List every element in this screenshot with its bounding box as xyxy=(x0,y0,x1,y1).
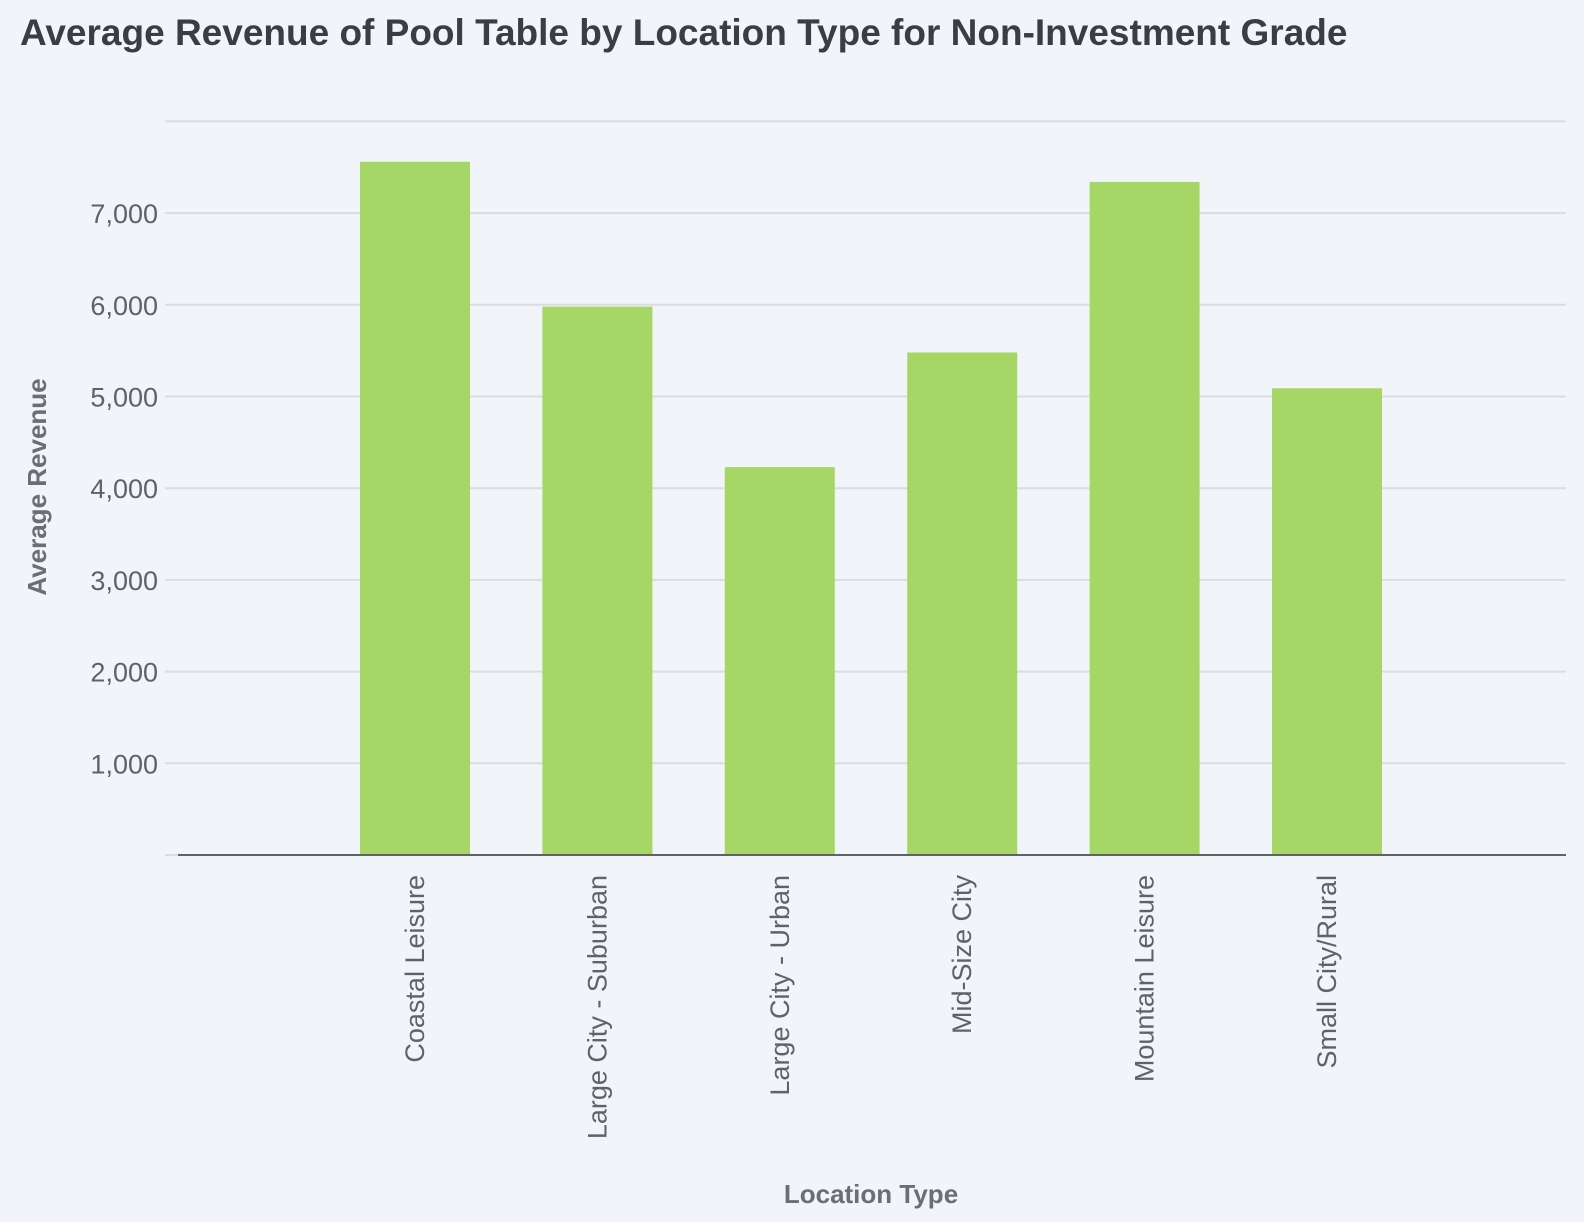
bar xyxy=(360,161,470,856)
bar xyxy=(907,352,1018,855)
x-axis-title: Location Type xyxy=(784,1179,958,1209)
y-axis-ticks: 1,000 2,000 3,000 4,000 5,000 6,000 7,000 xyxy=(90,199,158,779)
y-tick-label: 1,000 xyxy=(90,749,158,779)
y-tick-label: 5,000 xyxy=(90,383,158,413)
bar xyxy=(542,306,653,855)
y-tick-label: 2,000 xyxy=(90,658,158,688)
y-tick-label: 6,000 xyxy=(90,291,158,321)
y-tick-label: 4,000 xyxy=(90,474,158,504)
x-category-label: Large City - Suburban xyxy=(582,875,612,1139)
x-category-label: Large City - Urban xyxy=(765,875,795,1096)
x-category-label: Coastal Leisure xyxy=(400,875,430,1063)
bar xyxy=(1089,181,1200,855)
chart-title: Average Revenue of Pool Table by Locatio… xyxy=(20,12,1347,53)
x-category-label: Mountain Leisure xyxy=(1130,875,1160,1082)
y-axis-title: Average Revenue xyxy=(22,378,52,595)
bar xyxy=(1272,388,1382,855)
y-tick-label: 3,000 xyxy=(90,566,158,596)
bars xyxy=(360,161,1382,856)
bar xyxy=(724,467,835,855)
x-category-label: Mid-Size City xyxy=(947,875,977,1035)
x-category-label: Small City/Rural xyxy=(1312,875,1342,1069)
y-tick-label: 7,000 xyxy=(90,199,158,229)
x-axis-category-labels: Coastal Leisure Large City - Suburban Larg… xyxy=(400,875,1342,1140)
